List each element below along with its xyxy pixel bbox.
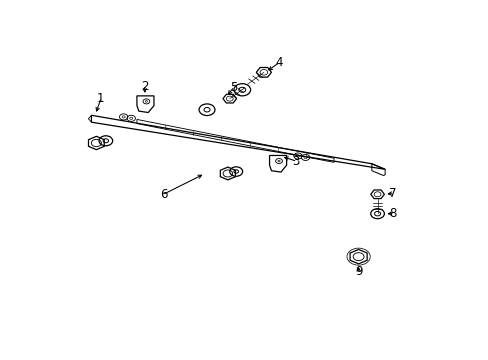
Text: 9: 9 (354, 265, 362, 278)
Text: 5: 5 (229, 81, 237, 94)
Text: 6: 6 (160, 188, 167, 201)
Text: 4: 4 (275, 56, 282, 69)
Text: 1: 1 (97, 92, 104, 105)
Text: 7: 7 (388, 187, 396, 200)
Text: 8: 8 (388, 207, 396, 220)
Text: 3: 3 (292, 154, 299, 167)
Text: 2: 2 (141, 80, 148, 93)
